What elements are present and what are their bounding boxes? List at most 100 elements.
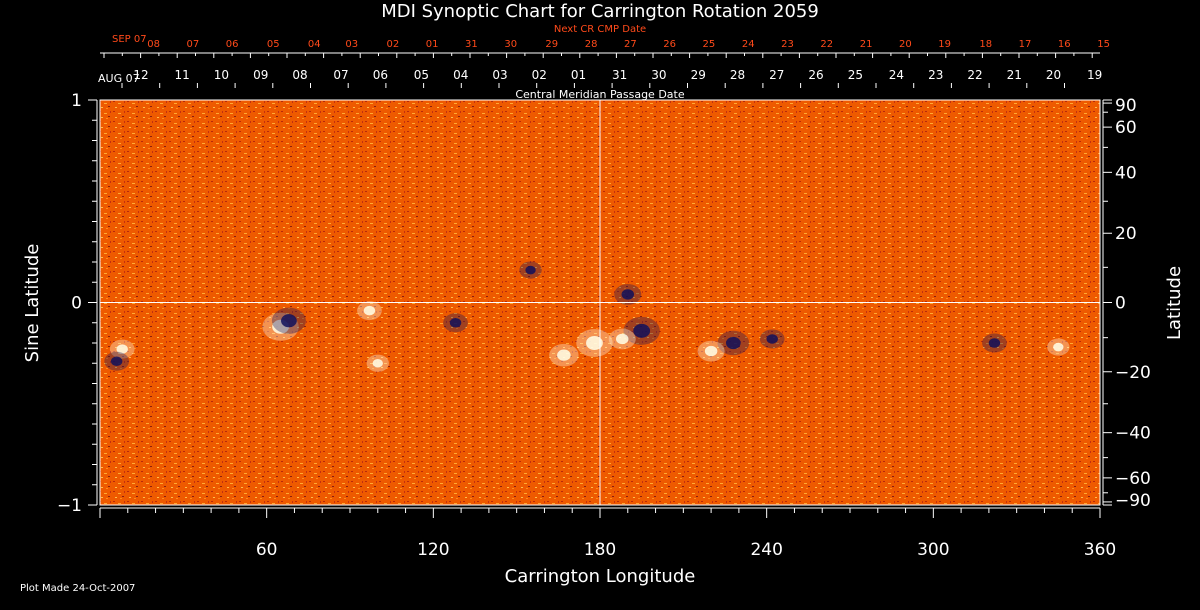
next-cr-ticks: 08 07 06 05 04 03 02 01 31 30 29 28 27 26 25 24 23 22 21 20… (103, 39, 1110, 58)
next-cr-date-label: 20 (899, 39, 912, 50)
cmp-start-label: AUG 07 (98, 72, 140, 85)
active-region-core (557, 349, 571, 361)
next-cr-date-label: 25 (703, 39, 716, 50)
x-tick-label: 240 (750, 540, 782, 560)
x-tick-label: 180 (584, 540, 616, 560)
next-cr-date-label: 22 (820, 39, 833, 50)
y-right-tick-label: 90 (1115, 96, 1137, 116)
active-region-core (704, 345, 718, 357)
cmp-date-label: 06 (373, 68, 388, 82)
x-tick-label: 360 (1084, 540, 1116, 560)
cmp-date-label: 07 (333, 68, 348, 82)
y-right-tick-label: 0 (1115, 294, 1126, 314)
chart-title: MDI Synoptic Chart for Carrington Rotati… (381, 1, 819, 22)
y-left-tick-label: 0 (71, 294, 82, 314)
cmp-date-label: 20 (1046, 68, 1061, 82)
cmp-date-label: 21 (1007, 68, 1022, 82)
active-region-core (726, 336, 741, 350)
next-cr-date-label: 30 (504, 39, 517, 50)
cmp-date-label: 02 (532, 68, 547, 82)
next-cr-date-label: 23 (781, 39, 794, 50)
x-axis-title: Carrington Longitude (505, 566, 696, 587)
active-region-core (621, 289, 635, 300)
cmp-date-label: 03 (492, 68, 507, 82)
y-axis-left-title: Sine Latitude (22, 244, 43, 363)
cmp-date-label: 29 (691, 68, 706, 82)
cmp-date-label: 25 (848, 68, 863, 82)
next-cr-date-label: 03 (345, 39, 358, 50)
next-cr-date-label: 15 (1097, 39, 1110, 50)
cmp-date-label: 10 (214, 68, 229, 82)
active-region-core (449, 318, 462, 328)
active-regions (104, 261, 1070, 372)
y-right-tick-label: 60 (1115, 118, 1137, 138)
cmp-date-label: 19 (1087, 68, 1102, 82)
next-cr-date-label: 01 (426, 39, 439, 50)
cmp-axis-label: Central Meridian Passage Date (515, 88, 684, 101)
cmp-date-label: 12 (133, 68, 148, 82)
next-cr-date-label: 16 (1058, 39, 1071, 50)
active-region-core (766, 334, 778, 344)
active-region-core (110, 356, 123, 366)
y-right-tick-label: 20 (1115, 224, 1137, 244)
active-region-core (988, 338, 1001, 348)
next-cr-date-label: 02 (386, 39, 399, 50)
cmp-date-label: 08 (292, 68, 307, 82)
active-region-core (586, 336, 603, 350)
cmp-date-label: 09 (253, 68, 268, 82)
next-cr-date-label: 04 (308, 39, 321, 50)
plot-area (99, 99, 1101, 506)
cmp-date-label: 01 (571, 68, 586, 82)
next-cr-date-label: 21 (860, 39, 873, 50)
y-right-tick-label: 40 (1115, 163, 1137, 183)
cmp-date-label: 05 (414, 68, 429, 82)
x-axis-ticks: 60 120 180 240 300 360 (99, 507, 1116, 560)
y-left-tick-label: 1 (71, 91, 82, 111)
next-cr-date-label: 24 (742, 39, 755, 50)
x-tick-label: 120 (417, 540, 449, 560)
y-right-tick-label: −40 (1115, 424, 1151, 444)
next-cr-axis-label: Next CR CMP Date (554, 24, 646, 35)
active-region-core (615, 333, 629, 345)
next-cr-date-label: 26 (663, 39, 676, 50)
y-left-tick-label: −1 (57, 496, 82, 516)
cmp-date-label: 27 (769, 68, 784, 82)
active-region-core (116, 344, 128, 354)
plot-footer: Plot Made 24-Oct-2007 (20, 583, 135, 594)
next-cr-date-label: 07 (186, 39, 199, 50)
next-cr-date-label: 27 (624, 39, 637, 50)
next-cr-date-label: 19 (938, 39, 951, 50)
y-right-tick-label: −20 (1115, 363, 1151, 383)
cmp-date-label: 22 (967, 68, 982, 82)
cmp-ticks: 12 11 10 09 08 07 06 05 04 03 02 01 31 30 29 28 27 26 25 24… (121, 68, 1102, 88)
y-right-tick-label: −60 (1115, 469, 1151, 489)
next-cr-date-label: 08 (147, 39, 160, 50)
next-cr-date-label: 28 (585, 39, 598, 50)
next-cr-start-label: SEP 07 (112, 34, 147, 45)
next-cr-date-label: 06 (226, 39, 239, 50)
y-axis-left-ticks: 1 0 −1 (57, 91, 98, 516)
active-region-core (525, 265, 536, 275)
active-region-core (633, 323, 651, 338)
cmp-date-label: 28 (730, 68, 745, 82)
active-region-core (1053, 342, 1064, 352)
active-region-core (281, 314, 297, 328)
next-cr-date-label: 05 (267, 39, 280, 50)
cmp-date-label: 26 (808, 68, 823, 82)
plot-frame (99, 99, 1101, 506)
next-cr-date-label: 29 (545, 39, 558, 50)
next-cr-date-label: 31 (465, 39, 478, 50)
cmp-date-label: 23 (928, 68, 943, 82)
cmp-date-label: 04 (453, 68, 468, 82)
y-axis-right-title: Latitude (1164, 266, 1185, 340)
cmp-date-label: 24 (889, 68, 904, 82)
active-region-core (363, 305, 376, 316)
y-right-tick-label: −90 (1115, 491, 1151, 511)
cmp-date-label: 11 (175, 68, 190, 82)
x-tick-label: 300 (917, 540, 949, 560)
cmp-date-label: 30 (651, 68, 666, 82)
next-cr-date-label: 17 (1019, 39, 1032, 50)
cmp-date-label: 31 (612, 68, 627, 82)
